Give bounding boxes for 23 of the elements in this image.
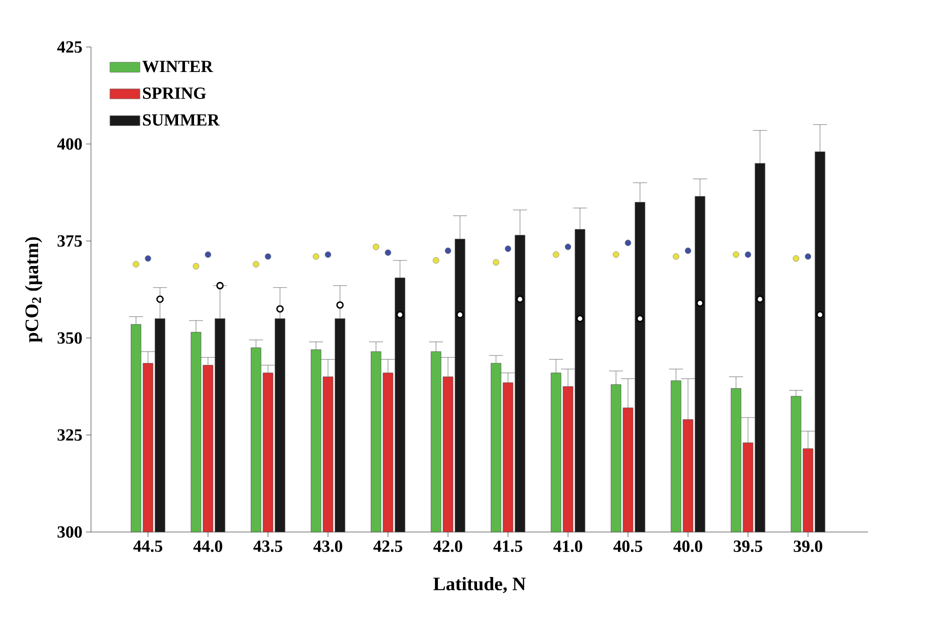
y-axis-title: pCO$_{2}$ (µatm)	[24, 237, 42, 342]
y-tick-label: 350	[58, 332, 82, 344]
x-tick-label: 44.5	[133, 540, 162, 552]
x-tick-label: 39.0	[794, 540, 822, 552]
x-tick-label: 39.5	[734, 540, 762, 552]
x-tick-label: 44.0	[193, 540, 222, 552]
y-tick-label: 300	[58, 526, 82, 538]
x-tick-label: 42.5	[373, 540, 402, 552]
y-tick-label: 325	[58, 429, 82, 441]
x-tick-label: 43.0	[313, 540, 342, 552]
y-tick-label: 400	[57, 138, 82, 150]
legend-label: WINTER	[142, 60, 214, 72]
x-tick-label: 42.0	[433, 540, 462, 552]
y-tick-label: 425	[57, 41, 82, 53]
legend-label: SPRING	[143, 88, 206, 99]
y-tick-label: 375	[58, 235, 82, 247]
x-tick-label: 40.0	[673, 540, 702, 552]
x-tick-label: 40.5	[613, 540, 642, 552]
x-tick-label: 41.0	[553, 540, 582, 552]
x-tick-label: 43.5	[253, 540, 282, 552]
legend-label: SUMMER	[143, 114, 220, 126]
x-tick-label: 41.5	[493, 540, 522, 552]
x-axis-title: Latitude, N	[433, 576, 526, 594]
